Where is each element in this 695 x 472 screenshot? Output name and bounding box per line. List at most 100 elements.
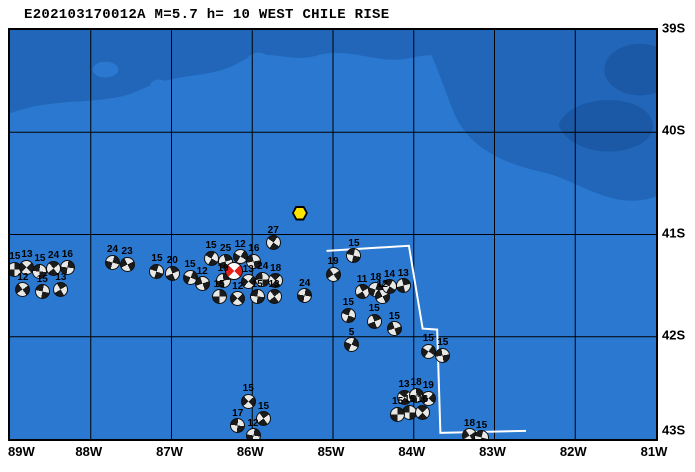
depth-label: 13 [268,278,280,290]
focal-mechanism [420,390,436,406]
lon-tick-label: 88W [75,444,103,459]
survey-area-outline [326,244,527,434]
focal-mechanism [420,343,436,359]
focal-mechanism [346,248,362,264]
depth-label: 18 [410,377,422,389]
focal-mechanism [474,430,490,439]
yellow-hexagon-marker [291,205,308,221]
depth-label: 18 [463,417,476,429]
focal-mechanism [390,406,406,422]
depth-label: 24 [48,250,60,262]
focal-mechanism [325,266,341,282]
depth-label: 15 [342,297,354,309]
depth-label: 15 [476,419,488,431]
focal-mechanism [53,282,69,298]
depth-label: 11 [356,273,368,285]
depth-label: 15 [422,333,434,345]
figure-title: E202103170012A M=5.7 h= 10 WEST CHILE RI… [24,7,390,23]
depth-label: 13 [55,271,67,283]
focal-mechanism [105,254,121,270]
depth-label: 12 [376,278,388,290]
depth-label: 15 [404,394,416,406]
focal-mechanism [344,337,360,353]
depth-label: 18 [270,262,282,274]
focal-mechanism [59,259,75,275]
depth-label: 12 [232,280,244,292]
focal-mechanism [34,284,50,300]
focal-mechanism [15,282,31,298]
depth-label: 19 [327,256,339,268]
focal-mechanism [266,289,282,305]
depth-label: 19 [422,380,434,392]
focal-mechanism [194,276,210,292]
focal-mechanism [246,253,262,269]
focal-mechanism [240,393,256,409]
events-layer: 15 13 15 24 16 12 15 13 24 23 15 20 15 12 15 25 12 16 27 19… [10,30,656,439]
bathymetry-deep-spot [558,100,654,152]
depth-label: 24 [257,261,269,273]
depth-label: 15 [251,278,263,290]
depth-label: 5 [348,326,355,338]
focal-mechanism [240,274,256,290]
map-area: 15 13 15 24 16 12 15 13 24 23 15 20 15 12 15 25 12 16 27 19… [8,28,658,441]
focal-mechanism [415,404,431,420]
depth-label: 27 [267,224,279,236]
yellow-hexagon-fill [293,207,306,219]
lon-tick-label: 82W [559,444,587,459]
depth-label: 12 [247,417,259,429]
depth-label: 13 [21,249,33,261]
depth-label: 12 [17,271,29,283]
depth-label: 14 [383,268,396,280]
lon-tick-label: 83W [479,444,506,459]
depth-label: 16 [248,243,260,255]
depth-label: 15 [392,396,404,408]
depth-label: 15 [36,273,48,285]
depth-label: 13 [398,379,410,391]
depth-label: 15 [184,259,196,271]
focal-mechanism [149,263,165,279]
depth-label: 13 [397,267,409,279]
depth-label: 24 [299,277,311,289]
depth-label: 15 [348,237,360,249]
lon-tick-label: 87W [156,444,183,459]
lat-tick-label: 42S [662,327,686,343]
lon-tick-label: 89W [8,444,35,459]
focal-mechanism [230,291,246,307]
depth-label: 12 [234,238,246,250]
depth-label: 15 [242,383,254,395]
depth-label: 15 [151,253,163,265]
focal-mechanism [366,313,382,329]
grid-overlay-layer [10,30,656,439]
depth-label: 16 [417,394,429,406]
depth-label: 12 [196,265,208,277]
focal-mechanism [386,321,402,337]
focal-mechanism [211,289,227,305]
depth-label: 15 [34,253,46,265]
main-event-focal-mechanism [225,262,244,281]
bathymetry-light-spot [92,61,119,78]
focal-mechanism [249,289,265,305]
depth-label: 15 [205,240,217,252]
depth-label: 15 [368,303,380,315]
bathymetry-light-spot [320,71,352,88]
lat-tick-label: 39S [662,20,686,36]
focal-mechanism [268,273,284,288]
focal-mechanism [340,307,356,323]
focal-mechanism [395,278,411,294]
depth-label: 25 [220,243,232,255]
lon-tick-label: 86W [236,444,264,459]
depth-label: 15 [213,278,225,290]
lon-tick-label: 81W [640,444,668,459]
focal-mechanism [203,250,219,266]
depth-label: 16 [61,249,73,261]
focal-mechanism [230,418,246,434]
lon-axis-labels: 89W 88W 87W 86W 85W 84W 83W 82W 81W [8,444,688,466]
lat-tick-label: 43S [662,422,686,438]
focal-mechanism [119,256,135,272]
depth-label: 15 [388,310,400,322]
lat-tick-label: 40S [662,122,686,138]
depth-label: 19 [217,262,229,274]
lon-tick-label: 85W [317,444,345,459]
bathymetry-light-spot [247,52,270,67]
